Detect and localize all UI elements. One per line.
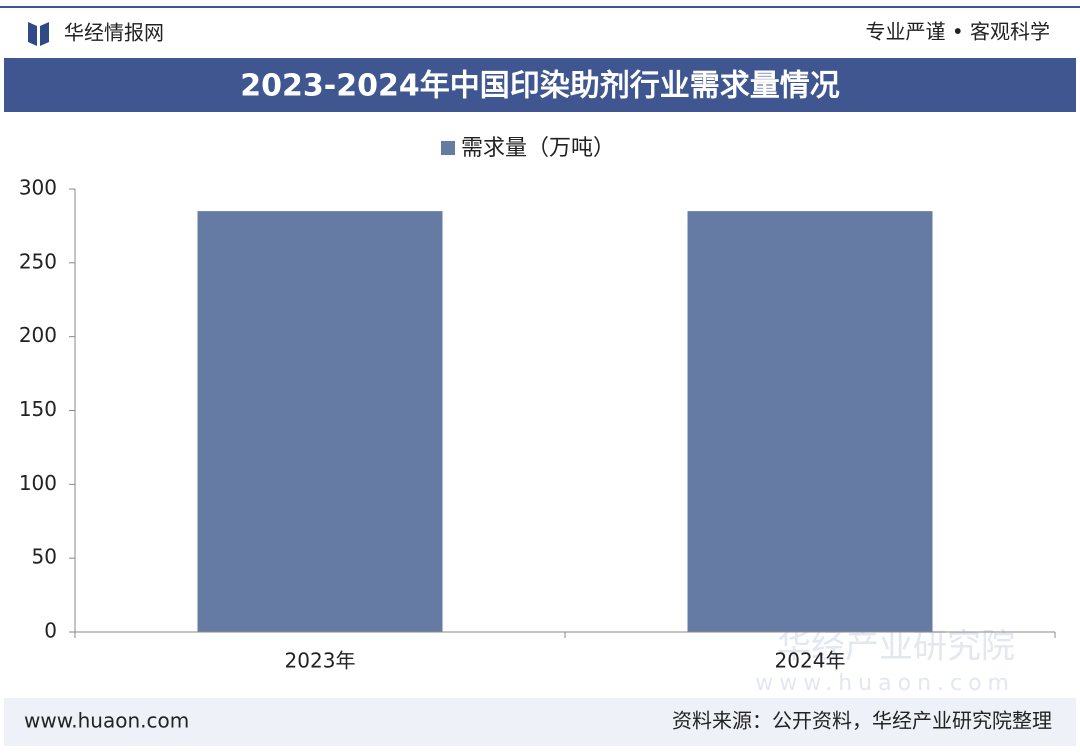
y-tick-label: 100 xyxy=(19,471,57,495)
y-tick-label: 50 xyxy=(32,545,57,569)
footer-source: 资料来源：公开资料，华经产业研究院整理 xyxy=(672,709,1052,733)
watermark-url: www.huaon.com xyxy=(755,671,1015,696)
title-band xyxy=(4,58,1076,112)
legend-label: 需求量（万吨） xyxy=(461,136,615,161)
top-rule xyxy=(0,6,1080,8)
bar xyxy=(197,211,443,632)
logo-icon xyxy=(28,22,49,46)
x-tick-label: 2024年 xyxy=(775,649,846,673)
y-tick-label: 0 xyxy=(44,619,57,643)
slogan: 专业严谨 • 客观科学 xyxy=(865,20,1050,44)
y-tick-label: 200 xyxy=(19,323,57,347)
footer-website: www.huaon.com xyxy=(24,709,189,733)
legend-swatch xyxy=(441,141,455,155)
y-tick-label: 150 xyxy=(19,397,57,421)
x-tick-label: 2023年 xyxy=(285,649,356,673)
y-tick-label: 300 xyxy=(19,176,57,200)
y-tick-label: 250 xyxy=(19,249,57,273)
chart-title: 2023-2024年中国印染助剂行业需求量情况 xyxy=(240,69,839,104)
footer-band xyxy=(4,698,1076,746)
watermark-name: 华经产业研究院 xyxy=(777,627,1015,667)
brand: 华经情报网 xyxy=(64,21,164,45)
bar xyxy=(687,211,933,632)
